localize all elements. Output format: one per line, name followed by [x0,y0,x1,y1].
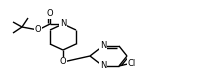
Text: N: N [100,42,106,50]
Text: O: O [35,26,41,34]
Text: O: O [60,57,66,67]
Text: Cl: Cl [128,59,136,67]
Text: N: N [60,20,66,28]
Text: O: O [47,9,53,18]
Text: N: N [100,61,106,71]
